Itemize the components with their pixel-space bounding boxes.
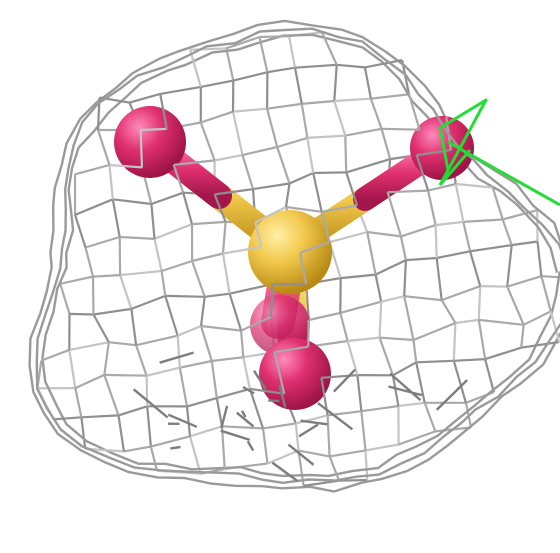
distance-marker xyxy=(438,98,560,207)
sulfur-atom-center[interactable] xyxy=(248,210,332,294)
oxygen-atom-upper-left[interactable] xyxy=(114,106,186,178)
sulfate-molecule[interactable] xyxy=(114,106,474,410)
electron-density-mesh-front xyxy=(35,27,560,487)
